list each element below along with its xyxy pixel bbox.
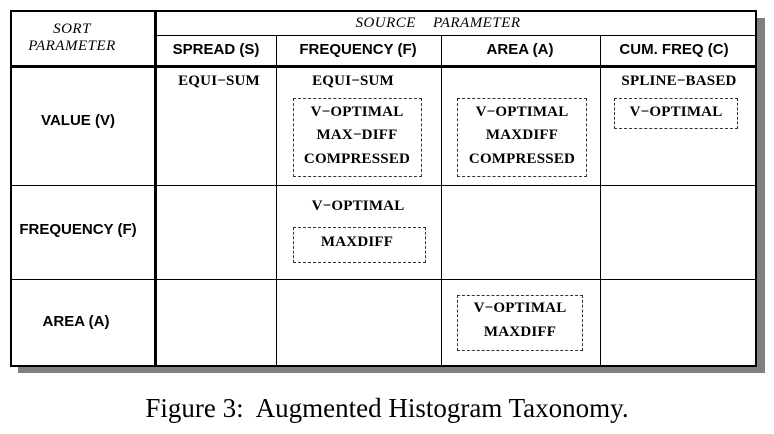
column-divider-3 <box>600 35 601 367</box>
row-header-frequency: FREQUENCY (F) <box>19 221 137 238</box>
row-header-value: VALUE (V) <box>41 112 115 129</box>
cell-frequency-frequency-box <box>293 227 426 263</box>
cell-value-spread-text: EQUI−SUM <box>178 73 260 89</box>
column-header-area: AREA (A) <box>486 41 554 58</box>
cell-value-area-box-line2: MAXDIFF <box>485 127 559 143</box>
cell-frequency-frequency-text: V−OPTIMAL <box>311 198 405 214</box>
cell-value-area-box <box>457 98 587 177</box>
row-divider-1 <box>10 185 757 186</box>
taxonomy-table <box>10 10 757 367</box>
cell-value-cum-freq-box <box>614 98 738 129</box>
cell-value-cum-freq-text: SPLINE−BASED <box>621 73 737 89</box>
row-header-area: AREA (A) <box>42 313 110 330</box>
column-header-cum-freq: CUM. FREQ (C) <box>619 41 729 58</box>
cell-value-cum-freq-box-line1: V−OPTIMAL <box>629 104 723 120</box>
sort-column-divider <box>154 10 157 367</box>
cell-frequency-frequency-box-line1: MAXDIFF <box>320 234 394 250</box>
figure-caption: Figure 3: Augmented Histogram Taxonomy. <box>145 393 629 423</box>
column-header-frequency: FREQUENCY (F) <box>299 41 417 58</box>
cell-value-area-box-line1: V−OPTIMAL <box>475 104 569 120</box>
header-bottom-line <box>10 65 757 68</box>
sort-parameter-label-line2: PARAMETER <box>28 38 116 54</box>
cell-area-area-box-line2: MAXDIFF <box>483 324 557 340</box>
header-divider-line <box>155 35 757 36</box>
column-header-spread: SPREAD (S) <box>172 41 260 58</box>
cell-value-frequency-box-line3: COMPRESSED <box>303 151 411 167</box>
cell-value-frequency-box <box>293 98 422 177</box>
cell-value-frequency-text: EQUI−SUM <box>312 73 394 89</box>
column-divider-2 <box>441 35 442 367</box>
source-parameter-label: SOURCE PARAMETER <box>355 15 521 31</box>
cell-value-frequency-box-line2: MAX−DIFF <box>316 127 398 143</box>
cell-value-frequency-box-line1: V−OPTIMAL <box>310 104 404 120</box>
cell-value-area-box-line3: COMPRESSED <box>468 151 576 167</box>
sort-parameter-label-line1: SORT <box>53 21 91 37</box>
row-divider-2 <box>10 279 757 280</box>
cell-area-area-box <box>457 295 583 351</box>
column-divider-1 <box>276 35 277 367</box>
cell-area-area-box-line1: V−OPTIMAL <box>473 300 567 316</box>
